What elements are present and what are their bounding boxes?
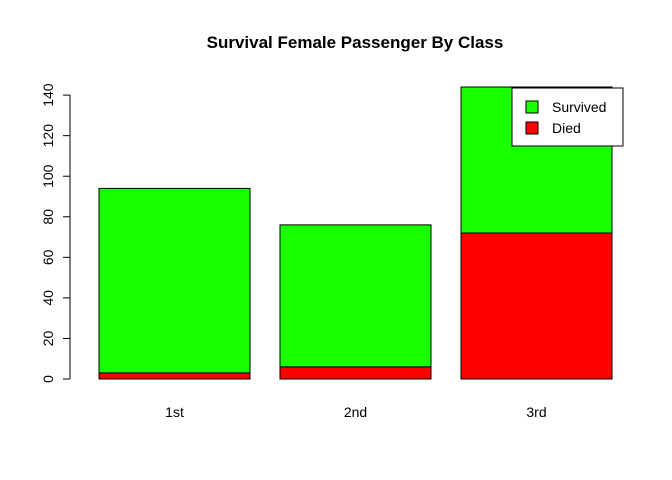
x-tick-label: 3rd [526,404,546,420]
y-tick-label: 60 [40,249,56,265]
legend-label-died: Died [552,120,581,136]
y-tick-label: 40 [40,290,56,306]
x-tick-label: 2nd [344,404,367,420]
y-tick-label: 140 [40,83,56,107]
legend-swatch-died [525,121,539,135]
y-axis: 0 20 40 60 80 100 120 140 [40,83,71,383]
bar-survived-1st [98,187,251,374]
bar-died-1st [98,372,251,380]
legend-label-survived: Survived [552,99,606,115]
bar-survived-2nd [279,224,432,368]
x-tick-label: 1st [165,404,184,420]
chart-title: Survival Female Passenger By Class [207,33,504,52]
bar-died-2nd [279,366,432,380]
y-tick-label: 100 [40,164,56,188]
y-tick-label: 20 [40,330,56,346]
y-tick-label: 0 [40,375,56,383]
legend-box [511,87,624,147]
x-axis-labels: 1st 2nd 3rd [165,404,546,420]
y-tick-label: 80 [40,209,56,225]
bar-died-3rd [460,232,613,380]
legend-swatch-survived [525,100,539,114]
legend: Survived Died [511,87,624,147]
y-tick-label: 120 [40,124,56,148]
